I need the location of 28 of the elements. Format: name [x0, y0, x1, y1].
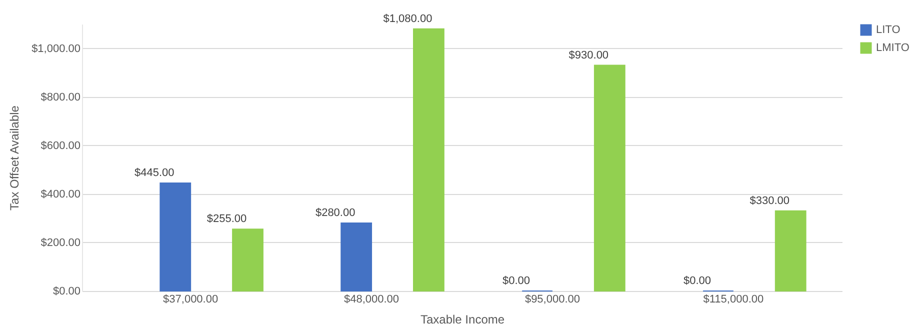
data-label: $930.00: [568, 49, 609, 62]
y-tick-label: $0.00: [52, 286, 80, 298]
data-label: $280.00: [315, 207, 356, 220]
bar: [774, 210, 806, 292]
y-tick-label: $200.00: [40, 236, 80, 249]
data-label: $445.00: [134, 166, 174, 179]
data-label: $255.00: [206, 213, 247, 226]
x-tick-label: $48,000.00: [344, 294, 400, 306]
data-label: $1,080.00: [383, 12, 432, 25]
x-tick-label: $95,000.00: [524, 294, 580, 306]
bar: [160, 182, 192, 292]
y-tick-label: $600.00: [40, 140, 80, 152]
data-label: $0.00: [683, 275, 712, 287]
bar: [413, 28, 444, 292]
y-tick-label: $1,000.00: [32, 42, 80, 55]
y-axis-title: Tax Offset Available: [8, 105, 22, 210]
legend-label: LITO: [876, 24, 901, 36]
x-tick-label: $115,000.00: [703, 294, 764, 306]
legend-label: LMITO: [876, 42, 910, 54]
x-tick-label: $37,000.00: [163, 294, 218, 306]
y-tick-label: $400.00: [40, 188, 80, 200]
data-label: $330.00: [750, 194, 790, 207]
x-axis-title: Taxable Income: [420, 312, 505, 326]
data-label: $0.00: [502, 275, 530, 287]
y-tick-label: $800.00: [40, 91, 80, 104]
bar: [594, 64, 626, 292]
bar: [232, 228, 264, 292]
bar: [340, 222, 372, 292]
